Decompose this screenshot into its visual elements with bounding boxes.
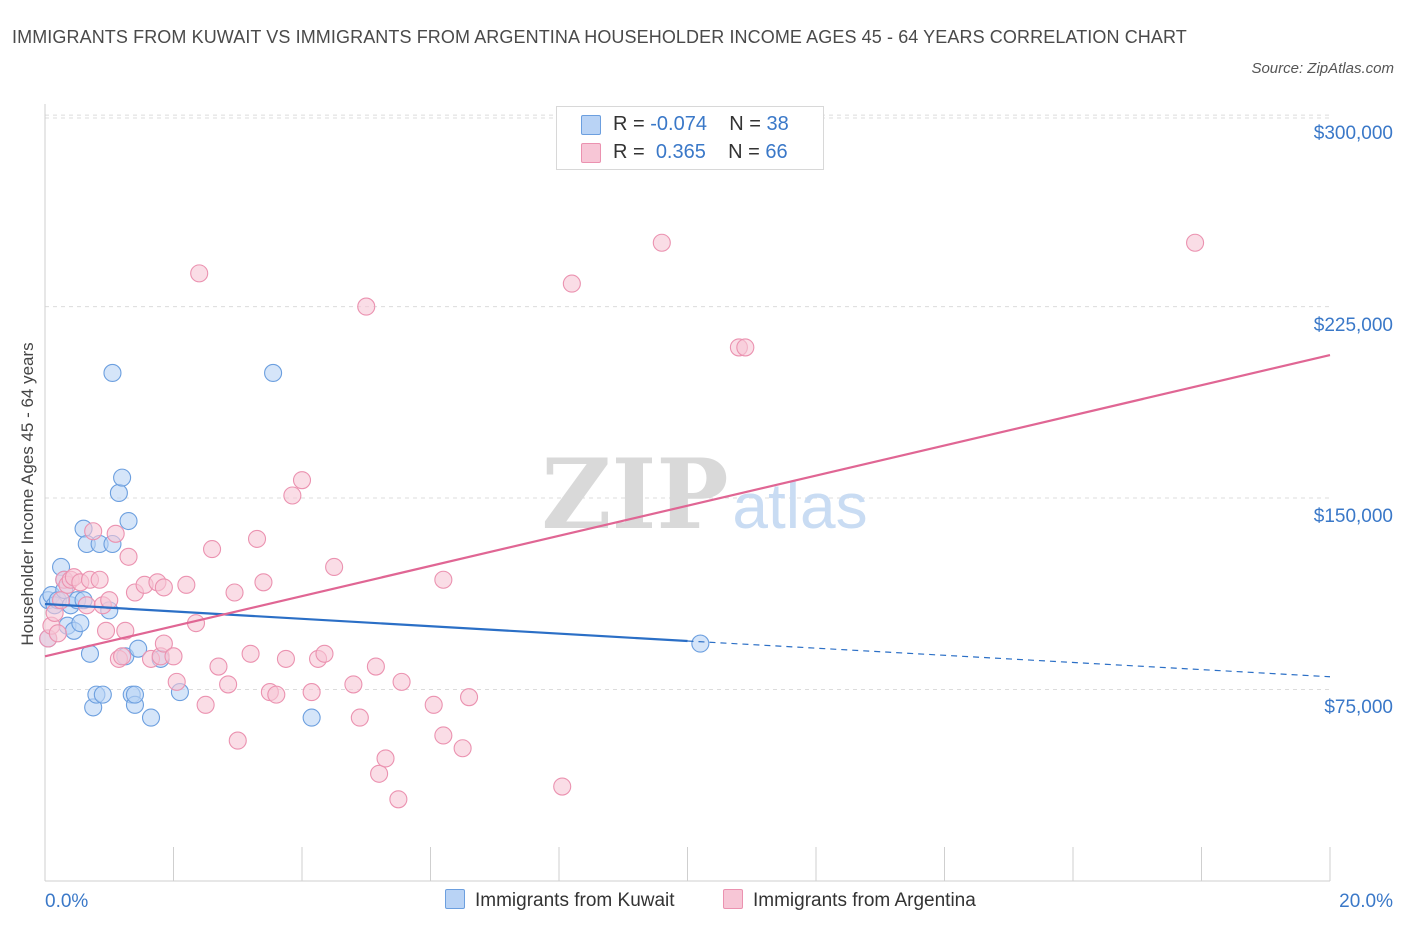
r-value: -0.074 [650,113,707,135]
kuwait-point [264,363,283,383]
argentina-point [106,524,125,543]
argentina-point [96,621,116,640]
argentina-point [209,657,228,676]
source-label: Source: ZipAtlas.com [1251,60,1394,77]
legend-item-argentina: Immigrants from Argentina [723,889,976,912]
kuwait-point [302,708,321,727]
argentina-point [100,591,119,610]
argentina-point [459,688,479,707]
kuwait-point [103,363,122,383]
x-tick-label-max: 20.0% [1339,891,1393,912]
argentina-point [219,675,238,694]
kuwait-point [109,483,128,502]
argentina-point [167,672,186,691]
argentina-point [241,644,260,663]
r-label: R = [613,113,645,135]
argentina-point [84,522,103,541]
argentina-point [453,739,472,758]
argentina-point [90,570,109,589]
argentina-point [302,683,321,702]
r-value: 0.365 [655,141,706,163]
kuwait-trend-line [44,602,688,643]
argentina-point [196,695,215,714]
argentina-point [225,583,244,602]
argentina-point [652,233,671,252]
argentina-point [164,647,183,666]
x-tick-label-min: 0.0% [45,891,89,912]
argentina-point [48,624,67,643]
argentina-point [370,764,389,783]
kuwait-swatch [581,115,601,135]
argentina-point [424,695,443,714]
argentina-point [228,731,247,750]
y-tick-label-300000: $300,000 [1313,123,1393,144]
kuwait-legend-swatch [445,889,465,909]
watermark-atlas: atlas [732,470,867,542]
argentina-point [154,634,173,653]
legend-label-argentina: Immigrants from Argentina [753,890,976,911]
chart-title: IMMIGRANTS FROM KUWAIT VS IMMIGRANTS FRO… [12,27,1187,47]
kuwait-point [113,468,132,487]
argentina-point [292,471,312,490]
argentina-point [177,575,196,594]
argentina-point [376,749,395,768]
argentina-point [254,573,273,592]
kuwait-point [691,634,710,653]
kuwait-point [141,708,161,727]
argentina-point [553,777,572,796]
r-label: R = [613,141,645,163]
argentina-point [315,644,334,663]
argentina-point [344,675,363,694]
argentina-point [113,647,132,666]
kuwait-point [71,614,90,633]
kuwait-point [129,639,148,658]
argentina-point [389,790,408,809]
kuwait-trend-extension [687,640,1331,678]
n-value: 66 [765,141,788,163]
legend-label-kuwait: Immigrants from Kuwait [475,890,675,911]
argentina-point [357,297,376,316]
n-value: 38 [766,113,789,135]
argentina-point [366,657,385,676]
argentina-point [562,274,581,293]
legend-item-kuwait: Immigrants from Kuwait [445,889,675,912]
argentina-point [434,570,453,589]
argentina-point [350,708,369,727]
n-label: N = [729,113,761,135]
argentina-point [203,540,222,559]
argentina-point [119,547,138,566]
argentina-swatch [581,143,601,163]
argentina-point [276,649,295,668]
y-tick-label-150000: $150,000 [1313,506,1393,527]
argentina-point [190,264,209,283]
argentina-point [392,672,411,691]
argentina-point [154,578,173,597]
argentina-point [736,338,755,357]
argentina-point [267,685,286,704]
argentina-point [247,529,267,548]
n-label: N = [728,141,760,163]
y-tick-label-75000: $75,000 [1324,697,1393,718]
argentina-trend-line [44,354,1331,658]
correlation-legend: R = -0.074 N = 38 R = 0.365 N = 66 [556,106,824,170]
kuwait-point [93,685,112,704]
argentina-point [434,726,453,745]
argentina-point [283,486,302,505]
kuwait-point [119,511,138,531]
y-tick-label-225000: $225,000 [1313,315,1393,336]
argentina-point [1186,233,1205,252]
argentina-point [116,621,135,640]
kuwait-point [125,685,144,704]
argentina-point [325,557,344,577]
argentina-legend-swatch [723,889,743,909]
